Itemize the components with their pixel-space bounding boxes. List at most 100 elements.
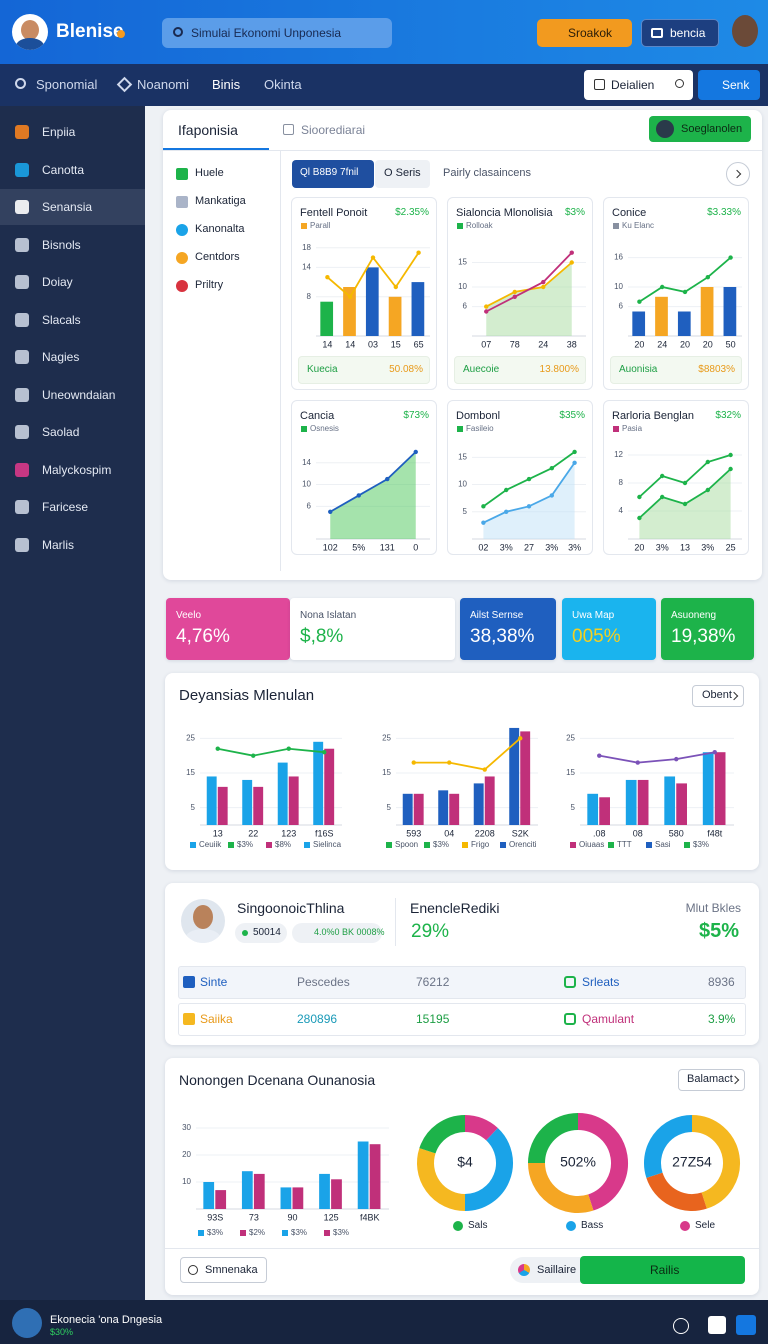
point xyxy=(705,459,710,465)
legend-swatch xyxy=(198,1230,204,1236)
nav-search-box[interactable] xyxy=(584,70,693,100)
y-tick-label: 5 xyxy=(463,507,468,516)
filter-item[interactable]: Mankatiga xyxy=(195,195,246,207)
legend-label: Sele xyxy=(695,1220,716,1231)
nav-item[interactable]: Noanomi xyxy=(137,77,190,92)
side-value: $5% xyxy=(698,920,739,942)
x-tick-label: 13 xyxy=(680,542,690,552)
legend-swatch xyxy=(301,426,307,432)
toolbar-button[interactable] xyxy=(292,160,374,188)
bar xyxy=(206,776,217,825)
table-row xyxy=(178,1003,746,1036)
sidebar-item[interactable]: Malyckospim xyxy=(42,462,112,477)
sidebar-item[interactable]: Senansia xyxy=(42,200,93,214)
point xyxy=(481,520,486,525)
sidebar-item[interactable]: Faricese xyxy=(42,500,89,514)
point xyxy=(482,767,487,772)
bar xyxy=(700,287,714,336)
next-button[interactable] xyxy=(726,162,750,186)
y-tick-label: 25 xyxy=(566,733,575,742)
app-icon[interactable] xyxy=(708,1316,726,1334)
point xyxy=(637,494,642,500)
bar xyxy=(331,1179,342,1209)
point xyxy=(370,255,376,260)
sidebar-item[interactable]: Saolad xyxy=(42,425,80,439)
sidebar-item[interactable]: Doiay xyxy=(42,275,73,289)
y-tick-label: 8 xyxy=(619,478,624,487)
table-cell: 280896 xyxy=(297,1012,338,1026)
table-cell: Qamulant xyxy=(582,1012,635,1026)
sidebar-item[interactable]: Nagies xyxy=(42,350,80,364)
x-tick-label: 593 xyxy=(406,828,421,838)
x-tick-label: 03 xyxy=(368,339,378,349)
point xyxy=(660,284,665,290)
bar xyxy=(484,776,495,825)
y-tick-label: 8 xyxy=(307,292,312,301)
filter-item[interactable]: Centdors xyxy=(195,251,240,263)
bar xyxy=(676,783,687,825)
primary-action[interactable] xyxy=(580,1256,745,1284)
point xyxy=(637,515,642,521)
nav-button[interactable] xyxy=(698,70,760,100)
primary-button[interactable] xyxy=(537,19,632,47)
nav-search-icon xyxy=(15,78,26,89)
line xyxy=(413,737,521,771)
legend-label: Ku Elanc xyxy=(622,221,655,230)
x-tick-label: 25 xyxy=(726,542,736,552)
y-tick-label: 10 xyxy=(302,480,311,489)
x-tick-label: 20 xyxy=(680,339,690,349)
y-tick-label: 30 xyxy=(182,1123,191,1132)
user-avatar[interactable] xyxy=(732,15,758,47)
card-value: $2.35% xyxy=(395,207,429,218)
summary-button[interactable] xyxy=(678,1069,745,1091)
legend-swatch xyxy=(608,842,614,848)
point xyxy=(215,746,220,751)
point xyxy=(541,279,546,285)
legend-label: Orenciti xyxy=(509,840,537,849)
tab-active[interactable]: Ifaponisia xyxy=(178,122,238,138)
trends-button[interactable] xyxy=(692,685,744,707)
filter-item[interactable]: Kanonalta xyxy=(195,223,245,235)
sidebar-item[interactable]: Marlis xyxy=(42,537,74,552)
filter-item[interactable]: Priltry xyxy=(195,279,224,291)
filter-icon xyxy=(176,252,188,264)
legend-label: $3% xyxy=(693,840,710,849)
line xyxy=(329,451,417,513)
sidebar-item[interactable]: Uneowndaian xyxy=(42,387,116,402)
sidebar-item[interactable]: Enpiia xyxy=(42,125,76,139)
footer-bar xyxy=(0,1300,768,1344)
secondary-button[interactable] xyxy=(641,19,719,47)
footer-title: Ekonecia 'ona Dngesia xyxy=(50,1314,163,1326)
search-box[interactable] xyxy=(162,18,392,48)
legend-label: Spoon xyxy=(395,840,419,849)
nav-item[interactable]: Okinta xyxy=(264,77,302,92)
filter-item[interactable]: Huele xyxy=(195,167,224,179)
secondary-button-label: bencia xyxy=(670,26,706,40)
x-tick-label: 15 xyxy=(391,339,401,349)
chart-card: Cancia $73% Osnesis 6 10 14 102 5% 131 0 xyxy=(291,400,437,555)
sidebar-item[interactable]: Bisnols xyxy=(42,237,81,252)
sidebar-item[interactable]: Slacals xyxy=(42,312,81,327)
info-icon[interactable] xyxy=(673,1318,689,1334)
x-tick-label: .08 xyxy=(593,828,606,838)
x-tick-label: 580 xyxy=(669,828,684,838)
nav-item[interactable]: Binis xyxy=(212,77,241,92)
row-check xyxy=(564,976,576,988)
sidebar-item[interactable]: Canotta xyxy=(42,162,85,177)
point xyxy=(728,255,733,260)
grid-icon[interactable] xyxy=(736,1315,756,1335)
line xyxy=(599,751,715,764)
sidebar-icon xyxy=(15,312,29,327)
nav-item[interactable]: Sponomial xyxy=(36,77,98,92)
search-field[interactable] xyxy=(180,1257,267,1283)
x-tick-label: 3% xyxy=(545,542,558,552)
point xyxy=(728,466,733,472)
bar xyxy=(714,752,726,825)
y-tick-label: 16 xyxy=(614,253,623,262)
bar xyxy=(324,748,335,825)
tab[interactable]: Sioorediarai xyxy=(301,123,366,137)
y-tick-label: 25 xyxy=(382,733,391,742)
x-tick-label: 07 xyxy=(481,339,491,349)
bar xyxy=(677,311,691,336)
toolbar-button[interactable] xyxy=(375,160,430,188)
